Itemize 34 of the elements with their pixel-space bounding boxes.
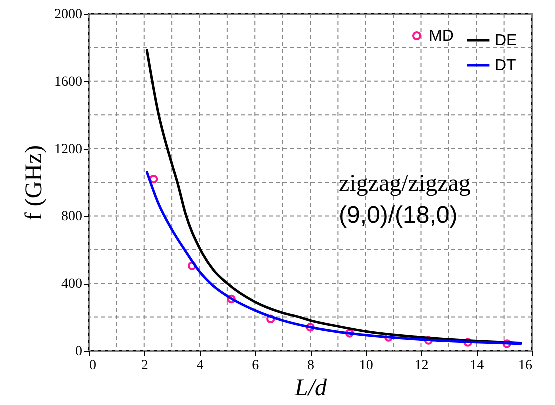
y-axis-title: f (GHz) [22,145,48,221]
annotation: zigzag/zigzag [339,171,471,197]
x-tick-label: 8 [308,358,314,374]
legend-label: DE [495,32,518,50]
x-tick-label: 4 [196,358,204,374]
x-tick-label: 6 [252,358,260,374]
annotation: (9,0)/(18,0) [339,202,458,229]
x-tick-label: 14 [470,358,484,374]
x-tick-label: 12 [414,358,429,374]
point [227,294,236,304]
legend-label: MD [429,28,454,45]
y-tick-label: 2000 [54,8,82,22]
y-tick-label: 800 [62,210,82,225]
point [424,336,434,345]
x-tick-label: 16 [518,358,532,374]
point [502,340,512,348]
y-tick-label: 400 [62,277,82,292]
point [306,323,315,332]
point [464,338,472,347]
x-tick-label: 2 [141,358,148,374]
x-tick-label: 0 [90,358,96,374]
y-tick-label: 1200 [54,142,82,158]
point [384,333,394,342]
x-tick-label: 10 [359,358,374,374]
y-tick-label: 1600 [54,74,82,90]
y-tick-label: 0 [76,344,82,360]
point [149,174,158,184]
line-series [146,49,522,344]
legend-label: DT [495,58,517,74]
x-axis-title: L/d [294,376,328,402]
point [188,262,197,270]
line-series [146,171,522,346]
point [345,329,354,338]
point [266,314,276,324]
